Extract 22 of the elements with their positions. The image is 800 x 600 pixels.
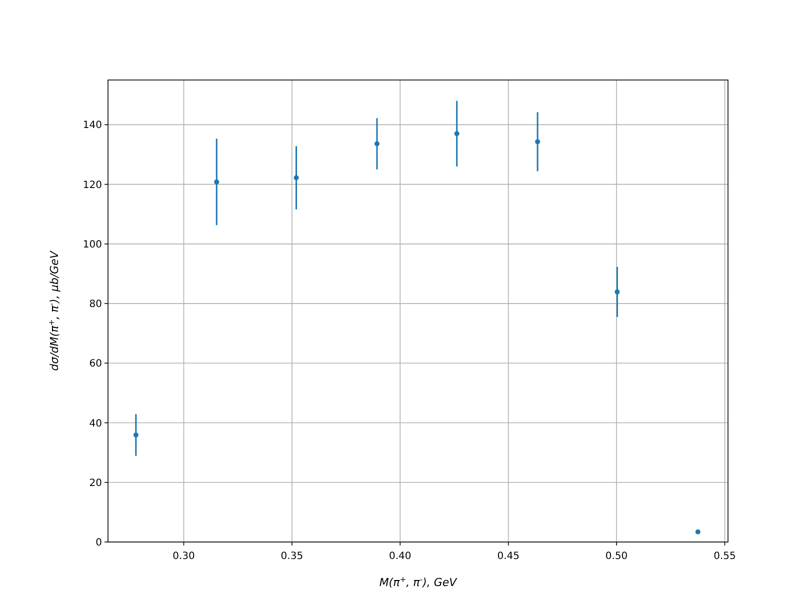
x-tick-label: 0.55 [714, 551, 736, 562]
y-tick-label: 0 [96, 538, 102, 548]
point [614, 289, 620, 294]
x-axis-title: M(π$^{+}$, π$^{-}$), GeV [379, 574, 458, 589]
point [374, 141, 380, 146]
point [535, 139, 540, 144]
y-tick-label: 80 [89, 299, 102, 310]
x-tick-label: 0.35 [280, 551, 304, 562]
x-tick-label: 0.40 [389, 551, 412, 562]
x-tick-label: 0.50 [605, 551, 628, 562]
x-tick-label: 0.30 [172, 551, 195, 562]
y-tick-label: 140 [82, 120, 102, 132]
y-tick-label: 120 [82, 180, 102, 191]
y-tick-label: 20 [89, 478, 102, 489]
y-tick-label: 40 [89, 418, 102, 430]
y-tick-label: 60 [89, 358, 102, 370]
y-tick-label: 100 [82, 239, 102, 250]
point [294, 175, 299, 180]
point [214, 179, 220, 184]
point [454, 131, 460, 136]
x-tick-label: 0.45 [497, 551, 520, 562]
point [133, 432, 138, 438]
